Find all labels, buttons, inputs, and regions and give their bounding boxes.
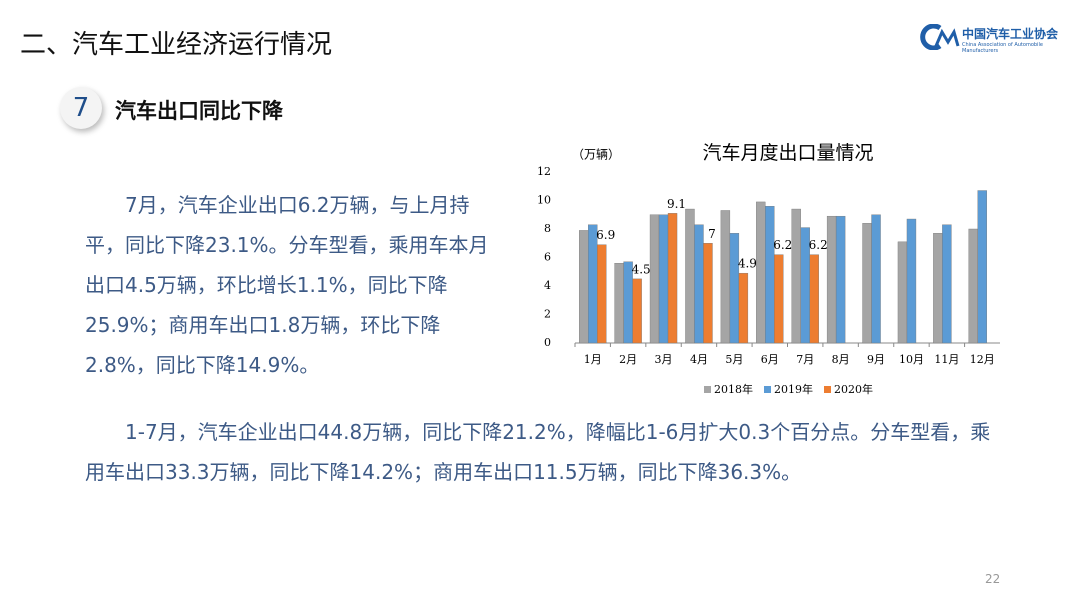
bar [765,205,775,344]
bar [703,243,713,344]
x-tick-label: 3月 [655,353,673,366]
bar [977,190,987,344]
bar [658,214,669,344]
x-tick-label: 7月 [796,353,814,366]
bar [809,254,819,344]
logo-subtext: China Association of Automobile Manufact… [962,42,1043,54]
bar [597,244,607,344]
bar [649,214,660,344]
bar [667,213,678,344]
bar [774,254,784,344]
data-label: 6.2 [809,238,828,252]
bar [685,208,695,344]
bar [871,214,881,344]
legend-swatch [704,386,711,393]
y-tick-label: 8 [544,222,551,235]
bar [897,241,908,344]
logo-text: 中国汽车工业协会 [962,27,1059,41]
bar [756,201,766,344]
y-tick-label: 10 [537,194,551,207]
bar [826,215,837,344]
x-tick-label: 2月 [619,353,637,366]
legend-swatch [824,386,831,393]
x-tick-label: 10月 [899,353,924,366]
page-number: 22 [985,572,1001,586]
y-tick-label: 4 [544,279,551,292]
bar [862,223,872,344]
paragraph: 7月，汽车企业出口6.2万辆，与上月持平，同比下降23.1%。分车型看，乘用车本… [85,193,489,377]
section-number: 7 [60,87,102,129]
bar [933,233,943,344]
bar [588,224,598,344]
x-tick-label: 5月 [725,353,743,366]
bar [614,263,624,344]
y-axis-label: （万辆） [572,148,620,162]
slide-title: 二、汽车工业经济运行情况 [20,30,333,60]
x-tick-label: 8月 [832,353,850,366]
bar [632,278,642,344]
y-tick-label: 0 [544,336,551,349]
bar [906,218,917,344]
data-label: 6.2 [773,238,792,252]
legend-label: 2018年 [714,382,753,396]
y-tick-label: 6 [544,251,551,264]
paragraph: 1-7月，汽车企业出口44.8万辆，同比下降21.2%，降幅比1-6月扩大0.3… [85,420,991,484]
bar [968,228,978,344]
data-label: 6.9 [596,228,615,242]
bar [579,230,589,344]
data-label: 4.9 [738,257,757,271]
y-tick-label: 2 [544,308,551,321]
bar [729,233,740,344]
bar [835,215,846,344]
legend-label: 2020年 [834,382,873,396]
bar [791,208,801,344]
logo-icon [920,24,960,50]
x-tick-label: 1月 [584,353,602,366]
section-title: 汽车出口同比下降 [115,99,283,123]
bar [720,210,731,344]
data-label: 4.5 [632,262,651,276]
bar [694,224,704,344]
legend-swatch [764,386,771,393]
x-tick-label: 9月 [867,353,885,366]
x-tick-label: 4月 [690,353,708,366]
x-tick-label: 12月 [970,353,995,366]
x-tick-label: 6月 [761,353,779,366]
chart-title: 汽车月度出口量情况 [702,142,873,164]
y-tick-label: 12 [537,165,551,178]
bar [942,224,952,344]
data-label: 7 [708,227,716,241]
bar [738,272,749,344]
x-tick-label: 11月 [934,353,959,366]
legend-label: 2019年 [774,382,813,396]
data-label: 9.1 [667,197,686,211]
